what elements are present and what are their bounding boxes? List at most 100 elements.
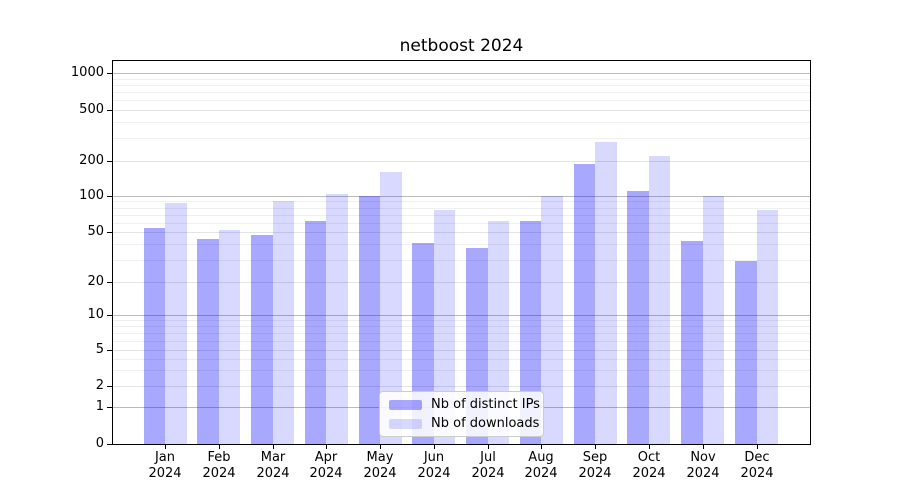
x-tick-mark (434, 445, 435, 449)
x-tick-mark (595, 445, 596, 449)
x-tick-mark (541, 445, 542, 449)
x-tick-label: Nov 2024 (686, 450, 720, 481)
y-tick-label: 1000 (70, 65, 104, 80)
x-tick-mark (757, 445, 758, 449)
bar-downloads-oct (648, 155, 671, 444)
minor-gridline (113, 201, 810, 202)
major-gridline (113, 315, 810, 316)
x-tick-label: Mar 2024 (256, 450, 290, 481)
y-tick-label: 20 (87, 274, 104, 289)
minor-gridline (113, 260, 810, 261)
legend-label-1: Nb of downloads (431, 415, 540, 431)
y-tick-label: 2 (95, 378, 104, 393)
y-tick-mark (107, 315, 112, 316)
gridline (113, 282, 810, 283)
minor-gridline (113, 370, 810, 371)
legend-label-0: Nb of distinct IPs (431, 396, 540, 412)
x-tick-label: Sep 2024 (578, 450, 612, 481)
bar-downloads-dec (756, 209, 778, 444)
bar-ips-jan (143, 228, 165, 444)
x-tick-mark (380, 445, 381, 449)
legend-swatch-0 (389, 399, 422, 410)
y-tick-label: 0 (95, 436, 104, 451)
minor-gridline (113, 320, 810, 321)
y-tick-mark (107, 444, 112, 445)
minor-gridline (113, 100, 810, 101)
x-tick-label: Aug 2024 (524, 450, 558, 481)
bar-ips-sep (573, 164, 596, 444)
x-tick-label: Apr 2024 (309, 450, 343, 481)
x-tick-mark (703, 445, 704, 449)
x-tick-label: May 2024 (363, 450, 397, 481)
minor-gridline (113, 333, 810, 334)
x-tick-label: Feb 2024 (202, 450, 236, 481)
major-gridline (113, 196, 810, 197)
y-tick-label: 5 (95, 342, 104, 357)
x-tick-mark (326, 445, 327, 449)
y-tick-mark (107, 407, 112, 408)
bar-ips-feb (197, 238, 219, 444)
y-tick-label: 500 (79, 102, 104, 117)
y-tick-mark (107, 386, 112, 387)
y-tick-label: 50 (87, 224, 104, 239)
x-tick-label: Jul 2024 (471, 450, 505, 481)
minor-gridline (113, 341, 810, 342)
x-tick-mark (488, 445, 489, 449)
major-gridline (113, 73, 810, 74)
gridline (113, 110, 810, 111)
bar-downloads-feb (218, 229, 241, 444)
bar-downloads-may (380, 171, 402, 444)
minor-gridline (113, 122, 810, 123)
gridline (113, 232, 810, 233)
x-tick-mark (165, 445, 166, 449)
legend-swatch-1 (389, 418, 422, 429)
bar-ips-dec (735, 261, 757, 444)
y-tick-mark (107, 350, 112, 351)
bar-downloads-nov (702, 196, 725, 444)
chart-title: netboost 2024 (399, 36, 524, 56)
bar-ips-may (358, 196, 381, 444)
x-tick-mark (219, 445, 220, 449)
bar-downloads-sep (595, 141, 617, 444)
gridline (113, 161, 810, 162)
bar-downloads-jan (165, 202, 187, 444)
minor-gridline (113, 223, 810, 224)
minor-gridline (113, 138, 810, 139)
y-tick-mark (107, 282, 112, 283)
y-tick-mark (107, 110, 112, 111)
y-tick-mark (107, 73, 112, 74)
x-tick-label: Jan 2024 (148, 450, 182, 481)
minor-gridline (113, 85, 810, 86)
x-tick-mark (649, 445, 650, 449)
y-tick-mark (107, 196, 112, 197)
bar-ips-mar (251, 235, 273, 444)
minor-gridline (113, 79, 810, 80)
y-tick-label: 200 (79, 153, 104, 168)
minor-gridline (113, 92, 810, 93)
legend-item-distinct-ips: Nb of distinct IPs (389, 397, 540, 412)
bar-ips-oct (627, 191, 649, 444)
bar-downloads-jul (487, 220, 510, 444)
minor-gridline (113, 244, 810, 245)
x-tick-mark (273, 445, 274, 449)
y-tick-label: 1 (95, 399, 104, 414)
minor-gridline (113, 215, 810, 216)
bar-ips-apr (304, 220, 327, 444)
bar-ips-nov (681, 241, 703, 444)
y-tick-mark (107, 232, 112, 233)
legend: Nb of distinct IPs Nb of downloads (379, 391, 544, 437)
bar-ips-aug (519, 220, 542, 444)
minor-gridline (113, 208, 810, 209)
y-tick-label: 100 (79, 188, 104, 203)
y-tick-label: 10 (87, 307, 104, 322)
x-tick-label: Jun 2024 (417, 450, 451, 481)
x-tick-label: Oct 2024 (632, 450, 666, 481)
x-tick-label: Dec 2024 (740, 450, 774, 481)
y-tick-mark (107, 161, 112, 162)
bar-downloads-apr (326, 193, 348, 444)
legend-item-downloads: Nb of downloads (389, 416, 539, 431)
gridline (113, 350, 810, 351)
minor-gridline (113, 326, 810, 327)
bar-downloads-jun (433, 209, 456, 444)
